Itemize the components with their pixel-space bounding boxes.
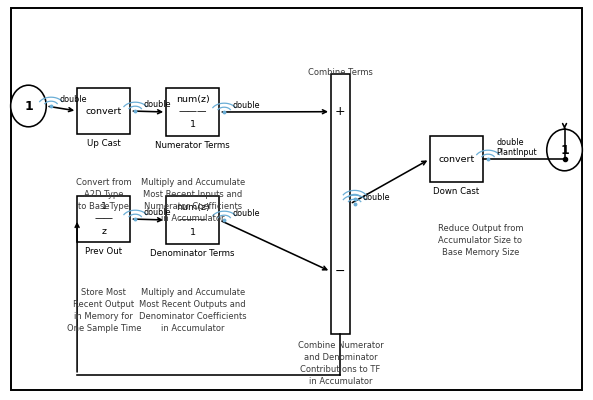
Ellipse shape [11, 85, 46, 127]
Text: Denominator Terms: Denominator Terms [151, 249, 235, 258]
Text: +: + [335, 105, 346, 118]
Ellipse shape [547, 129, 582, 171]
Text: double: double [144, 100, 171, 109]
Text: convert: convert [438, 154, 475, 164]
FancyBboxPatch shape [77, 196, 130, 242]
Text: 1
——
z: 1 —— z [94, 202, 113, 236]
Text: −: − [335, 265, 346, 278]
Text: 1: 1 [24, 100, 33, 112]
FancyBboxPatch shape [166, 88, 219, 136]
Text: double: double [232, 101, 260, 110]
Text: Combine Terms: Combine Terms [308, 68, 373, 77]
Text: double: double [232, 209, 260, 218]
Text: Multiply and Accumulate
Most Recent Outputs and
Denominator Coefficients
in Accu: Multiply and Accumulate Most Recent Outp… [139, 288, 247, 334]
Text: 1: 1 [560, 144, 569, 156]
FancyBboxPatch shape [11, 8, 582, 390]
FancyBboxPatch shape [166, 196, 219, 244]
FancyBboxPatch shape [430, 136, 483, 182]
Text: double: double [59, 95, 87, 104]
Text: num(z)
———
1: num(z) ——— 1 [176, 95, 209, 129]
Text: Store Most
Recent Output
in Memory for
One Sample Time: Store Most Recent Output in Memory for O… [66, 288, 141, 334]
FancyBboxPatch shape [331, 74, 350, 334]
Text: Convert from
A2D Type
to BaseType: Convert from A2D Type to BaseType [76, 178, 132, 211]
Text: Down Cast: Down Cast [433, 187, 480, 196]
Text: double: double [363, 193, 390, 202]
Text: double: double [144, 208, 171, 217]
Text: num(z)
———
1: num(z) ——— 1 [176, 203, 209, 237]
Text: Numerator Terms: Numerator Terms [155, 141, 230, 150]
Text: Combine Numerator
and Denominator
Contributions to TF
in Accumulator: Combine Numerator and Denominator Contri… [298, 341, 383, 386]
FancyBboxPatch shape [77, 88, 130, 134]
Text: Prev Out: Prev Out [85, 247, 122, 256]
Text: double
PlantInput: double PlantInput [496, 138, 537, 157]
Text: Reduce Output from
Accumulator Size to
Base Memory Size: Reduce Output from Accumulator Size to B… [438, 224, 523, 257]
Text: convert: convert [85, 106, 122, 116]
Text: Multiply and Accumulate
Most Recent Inputs and
Numerator Coefficients
in Accumul: Multiply and Accumulate Most Recent Inpu… [141, 178, 245, 224]
Text: Up Cast: Up Cast [87, 139, 120, 148]
